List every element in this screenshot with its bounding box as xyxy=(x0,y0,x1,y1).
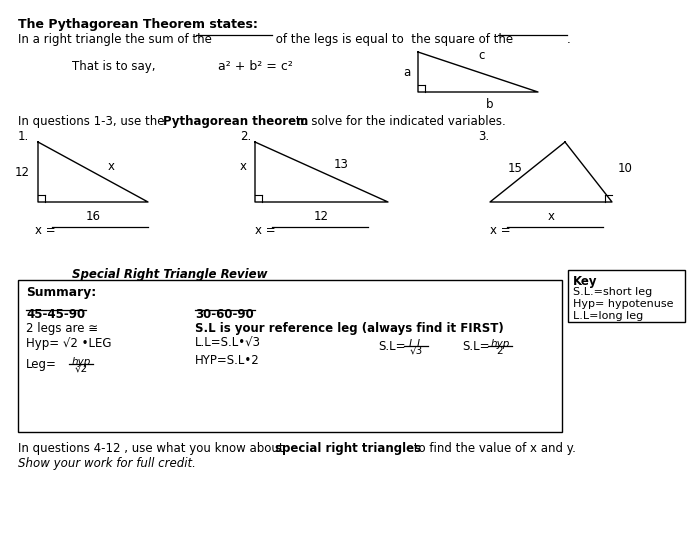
Text: x: x xyxy=(547,210,554,223)
Text: 10: 10 xyxy=(618,163,633,175)
Text: Pythagorean theorem: Pythagorean theorem xyxy=(163,115,308,128)
Text: c: c xyxy=(479,49,485,62)
Text: to solve for the indicated variables.: to solve for the indicated variables. xyxy=(292,115,505,128)
Text: Hyp= √2 •LEG: Hyp= √2 •LEG xyxy=(26,337,111,350)
Text: Special Right Triangle Review: Special Right Triangle Review xyxy=(72,268,267,281)
Text: HYP=S.L•2: HYP=S.L•2 xyxy=(195,354,260,367)
Text: x =: x = xyxy=(255,224,279,237)
Text: √3: √3 xyxy=(410,346,423,356)
Text: 2: 2 xyxy=(497,346,503,356)
Text: In a right triangle the sum of the: In a right triangle the sum of the xyxy=(18,33,212,46)
Text: Hyp= hypotenuse: Hyp= hypotenuse xyxy=(573,299,673,309)
Text: S.L=: S.L= xyxy=(378,340,405,353)
Text: 16: 16 xyxy=(85,210,101,223)
Text: hyp: hyp xyxy=(71,357,91,367)
Text: L.L=S.L•√3: L.L=S.L•√3 xyxy=(195,337,261,350)
Text: In questions 1-3, use the: In questions 1-3, use the xyxy=(18,115,168,128)
Text: Show your work for full credit.: Show your work for full credit. xyxy=(18,457,196,470)
Polygon shape xyxy=(568,270,685,322)
Text: 13: 13 xyxy=(334,158,349,170)
Text: 45-45-90: 45-45-90 xyxy=(26,308,85,321)
Text: S.L=: S.L= xyxy=(462,340,489,353)
Text: 30-60-90: 30-60-90 xyxy=(195,308,253,321)
Text: 12: 12 xyxy=(314,210,329,223)
Text: of the legs is equal to  the square of the: of the legs is equal to the square of th… xyxy=(272,33,513,46)
Text: x =: x = xyxy=(35,224,60,237)
Text: x: x xyxy=(108,160,115,173)
Text: to find the value of x and y.: to find the value of x and y. xyxy=(410,442,576,455)
Text: 12: 12 xyxy=(15,165,30,178)
Text: b: b xyxy=(486,98,493,111)
Text: hyp: hyp xyxy=(490,339,510,349)
Text: 2.: 2. xyxy=(240,130,251,143)
Text: 15: 15 xyxy=(508,163,522,175)
Text: The Pythagorean Theorem states:: The Pythagorean Theorem states: xyxy=(18,18,258,31)
Text: special right triangles: special right triangles xyxy=(275,442,421,455)
Text: L.L: L.L xyxy=(409,339,423,349)
Text: L.L=long leg: L.L=long leg xyxy=(573,311,643,321)
Text: 2 legs are ≅: 2 legs are ≅ xyxy=(26,322,98,335)
Text: a² + b² = c²: a² + b² = c² xyxy=(218,60,293,73)
Text: That is to say,: That is to say, xyxy=(72,60,155,73)
Text: 3.: 3. xyxy=(478,130,489,143)
Text: x: x xyxy=(240,160,247,173)
Text: Leg=: Leg= xyxy=(26,358,57,371)
Text: .: . xyxy=(567,33,570,46)
Text: √2: √2 xyxy=(74,364,88,374)
Text: S.L is your reference leg (always find it FIRST): S.L is your reference leg (always find i… xyxy=(195,322,504,335)
Text: x =: x = xyxy=(490,224,514,237)
Text: In questions 4-12 , use what you know about: In questions 4-12 , use what you know ab… xyxy=(18,442,288,455)
Text: 1.: 1. xyxy=(18,130,29,143)
Text: S.L.=short leg: S.L.=short leg xyxy=(573,287,652,297)
Text: Key: Key xyxy=(573,275,598,288)
Text: Summary:: Summary: xyxy=(26,286,97,299)
Text: a: a xyxy=(402,66,410,80)
